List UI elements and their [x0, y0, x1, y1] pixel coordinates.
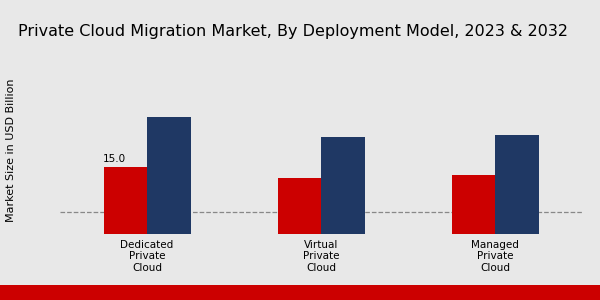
- Bar: [104, 167, 147, 234]
- Bar: [495, 135, 539, 234]
- Text: Private Cloud Migration Market, By Deployment Model, 2023 & 2032: Private Cloud Migration Market, By Deplo…: [18, 24, 568, 39]
- Text: 15.0: 15.0: [103, 154, 126, 164]
- Bar: [452, 175, 495, 234]
- Bar: [147, 117, 191, 234]
- Text: Market Size in USD Billion: Market Size in USD Billion: [6, 78, 16, 222]
- Bar: [321, 137, 365, 234]
- Bar: [277, 178, 321, 234]
